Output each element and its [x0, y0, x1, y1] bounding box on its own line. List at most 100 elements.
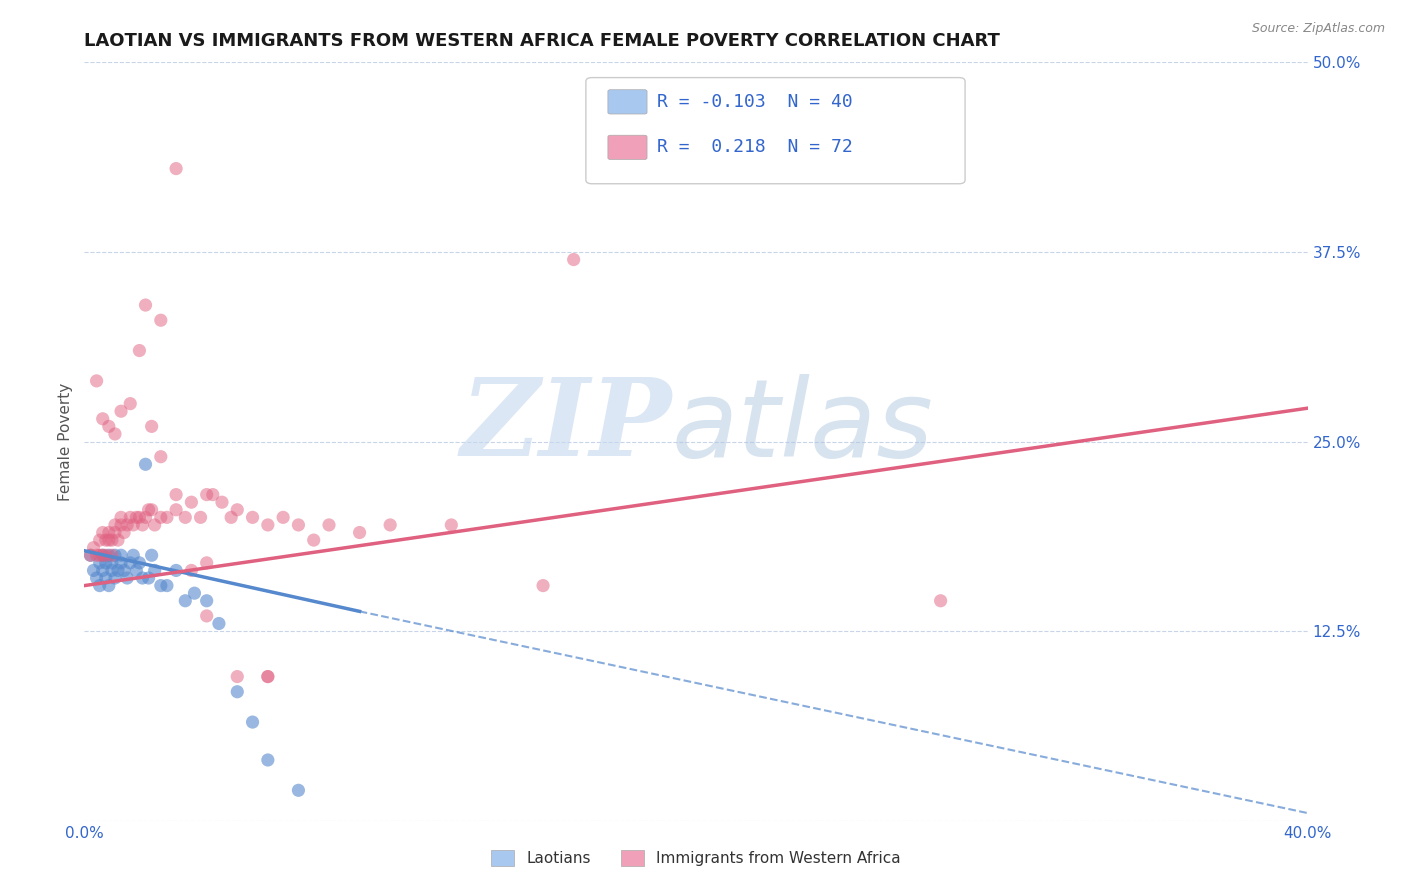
Point: [120, 556, 142, 570]
Point: [110, 404, 132, 418]
Point: [195, 594, 218, 608]
Point: [211, 495, 233, 509]
Point: [110, 517, 132, 532]
FancyBboxPatch shape: [586, 78, 965, 184]
Point: [562, 252, 585, 267]
Point: [97, 419, 120, 434]
Text: ZIP: ZIP: [460, 374, 672, 479]
Point: [91, 525, 114, 540]
Point: [440, 517, 463, 532]
Point: [94, 571, 117, 585]
Point: [110, 556, 132, 570]
Point: [174, 594, 197, 608]
Point: [86, 571, 108, 585]
Point: [257, 517, 280, 532]
Point: [257, 753, 280, 767]
Point: [190, 510, 212, 524]
Point: [104, 571, 127, 585]
Point: [165, 503, 187, 517]
Point: [141, 548, 163, 563]
Point: [89, 548, 111, 563]
Point: [226, 669, 249, 683]
Point: [287, 517, 309, 532]
Point: [107, 564, 129, 578]
Point: [226, 503, 249, 517]
Point: [531, 579, 554, 593]
Point: [149, 510, 172, 524]
Point: [101, 548, 124, 563]
Point: [89, 579, 111, 593]
FancyBboxPatch shape: [607, 136, 647, 160]
Point: [97, 579, 120, 593]
Point: [349, 525, 371, 540]
Point: [149, 579, 172, 593]
Point: [174, 510, 197, 524]
Point: [135, 458, 157, 472]
Point: [122, 548, 145, 563]
Point: [120, 396, 142, 410]
Point: [128, 510, 150, 524]
Text: R =  0.218  N = 72: R = 0.218 N = 72: [657, 138, 852, 156]
Text: R = -0.103  N = 40: R = -0.103 N = 40: [657, 93, 852, 111]
Point: [91, 564, 114, 578]
Point: [125, 564, 148, 578]
Point: [107, 533, 129, 548]
Point: [156, 579, 179, 593]
Point: [128, 556, 150, 570]
Point: [110, 548, 132, 563]
Point: [125, 510, 148, 524]
Point: [97, 533, 120, 548]
Point: [143, 564, 166, 578]
Point: [165, 487, 187, 501]
Point: [156, 510, 179, 524]
Y-axis label: Female Poverty: Female Poverty: [58, 383, 73, 500]
Point: [208, 616, 231, 631]
Point: [79, 548, 101, 563]
Point: [195, 556, 218, 570]
Point: [141, 419, 163, 434]
Point: [79, 548, 101, 563]
Point: [183, 586, 205, 600]
Point: [97, 525, 120, 540]
Point: [257, 669, 280, 683]
Point: [165, 564, 187, 578]
Point: [138, 503, 160, 517]
Point: [135, 298, 157, 312]
Point: [143, 517, 166, 532]
Point: [287, 783, 309, 797]
Point: [135, 510, 157, 524]
Point: [91, 548, 114, 563]
Point: [91, 412, 114, 426]
Point: [115, 571, 138, 585]
Point: [318, 517, 340, 532]
Point: [104, 517, 127, 532]
Point: [131, 517, 153, 532]
Point: [112, 564, 135, 578]
Point: [101, 556, 124, 570]
FancyBboxPatch shape: [607, 90, 647, 114]
Point: [257, 669, 280, 683]
Point: [110, 510, 132, 524]
Point: [242, 510, 264, 524]
Text: LAOTIAN VS IMMIGRANTS FROM WESTERN AFRICA FEMALE POVERTY CORRELATION CHART: LAOTIAN VS IMMIGRANTS FROM WESTERN AFRIC…: [84, 32, 1000, 50]
Point: [226, 685, 249, 699]
Point: [302, 533, 325, 548]
Point: [97, 548, 120, 563]
Point: [86, 548, 108, 563]
Point: [83, 541, 105, 555]
Point: [138, 571, 160, 585]
Point: [104, 525, 127, 540]
Point: [165, 161, 187, 176]
Point: [122, 517, 145, 532]
Point: [83, 564, 105, 578]
Point: [128, 343, 150, 358]
Point: [86, 374, 108, 388]
Point: [219, 510, 242, 524]
Text: Source: ZipAtlas.com: Source: ZipAtlas.com: [1251, 22, 1385, 36]
Point: [120, 510, 142, 524]
Point: [112, 525, 135, 540]
Point: [104, 548, 127, 563]
Point: [104, 427, 127, 442]
Point: [131, 571, 153, 585]
Point: [101, 533, 124, 548]
